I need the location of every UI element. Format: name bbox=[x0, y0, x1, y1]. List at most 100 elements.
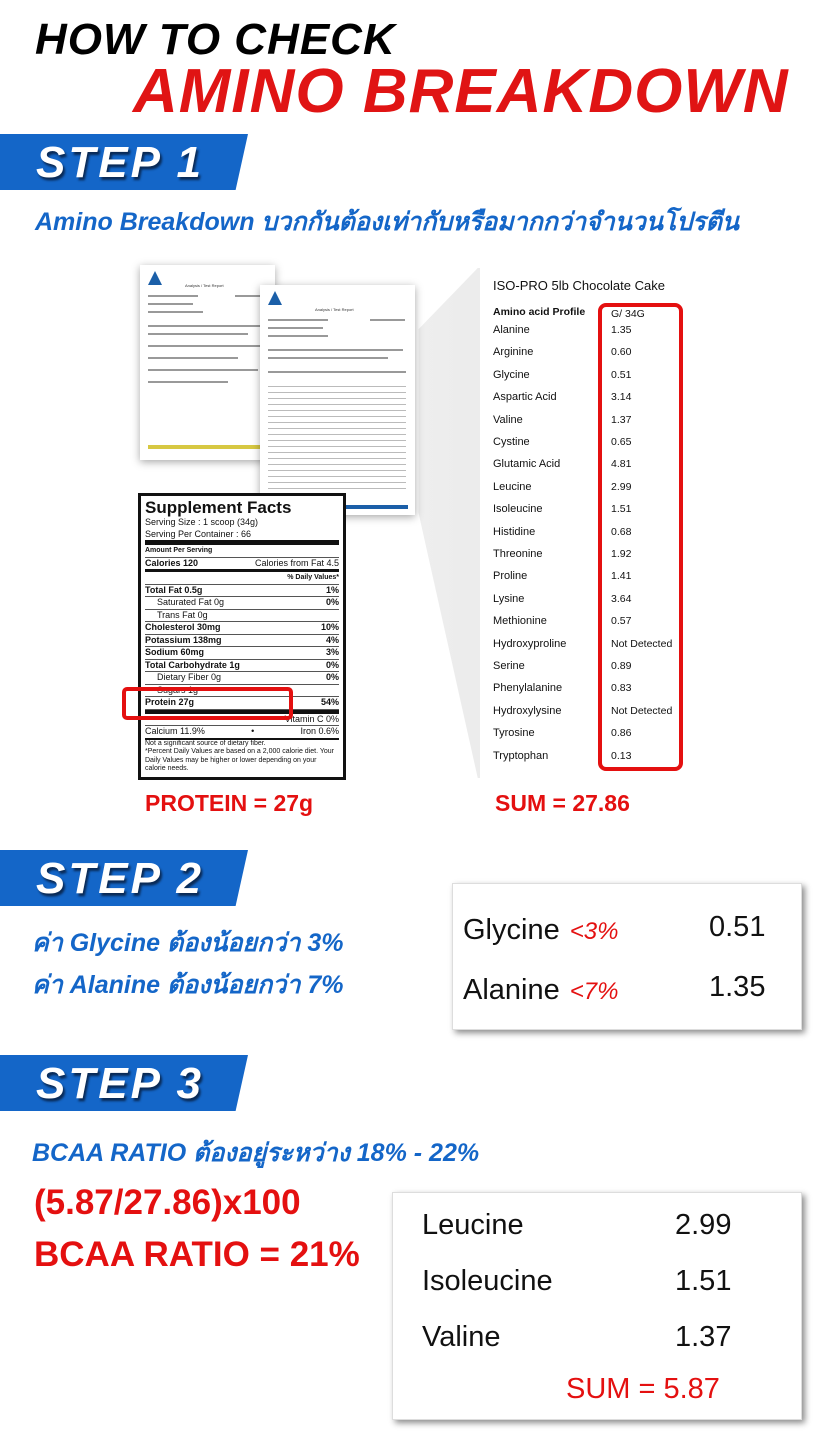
amino-value: 0.83 bbox=[611, 682, 632, 695]
sf-dv-header: % Daily Values* bbox=[145, 572, 339, 585]
amino-value: 3.14 bbox=[611, 391, 632, 404]
sf-row: Sodium 60mg 3% bbox=[145, 647, 339, 660]
amino-name: Glutamic Acid bbox=[493, 458, 561, 471]
sf-row-label: Dietary Fiber 0g bbox=[157, 672, 222, 682]
step2-name: Glycine bbox=[463, 914, 560, 946]
amino-value: 0.51 bbox=[611, 368, 632, 381]
amino-value: Not Detected bbox=[611, 637, 673, 650]
step3-banner: STEP 3 bbox=[0, 1055, 248, 1111]
sf-row-label: Sodium 60mg bbox=[145, 647, 205, 657]
sf-row-label: Protein 27g bbox=[145, 697, 195, 707]
sf-vitamin-c: Vitamin C 0% bbox=[284, 713, 339, 724]
amino-name: Cystine bbox=[493, 436, 530, 448]
sf-row: Saturated Fat 0g 0% bbox=[145, 597, 339, 610]
sf-row: Dietary Fiber 0g 0% bbox=[145, 672, 339, 685]
sf-row: Cholesterol 30mg 10% bbox=[145, 622, 339, 635]
amino-acid-table: ISO-PRO 5lb Chocolate Cake Amino acid Pr… bbox=[480, 268, 695, 778]
amino-value: 1.92 bbox=[611, 548, 632, 560]
sf-row-dv: 1% bbox=[325, 584, 339, 595]
bcaa-name: Valine bbox=[422, 1321, 501, 1353]
step2-limit: <7% bbox=[569, 978, 619, 1005]
amino-value: 0.86 bbox=[611, 727, 632, 740]
amino-value: Not Detected bbox=[611, 704, 673, 717]
amino-name: Lysine bbox=[493, 592, 525, 605]
step3-label: STEP 3 bbox=[36, 1059, 204, 1108]
amino-value: 0.89 bbox=[611, 660, 632, 672]
bcaa-name: Isoleucine bbox=[422, 1265, 553, 1297]
bcaa-name: Leucine bbox=[422, 1209, 524, 1241]
amino-name: Hydroxylysine bbox=[493, 704, 562, 717]
bcaa-formula: (5.87/27.86)x100 bbox=[34, 1183, 301, 1222]
amino-name: Histidine bbox=[493, 525, 536, 538]
amino-header-name: Amino acid Profile bbox=[493, 306, 586, 318]
test-report-page-2: Analysis / Test Report bbox=[260, 285, 415, 515]
amino-value: 0.68 bbox=[611, 525, 632, 538]
amino-name: Glycine bbox=[493, 368, 530, 381]
sf-iron: Iron 0.6% bbox=[300, 726, 339, 736]
protein-highlight bbox=[122, 687, 293, 720]
sf-row: Total Carbohydrate 1g 0% bbox=[145, 659, 339, 672]
title-line-1: HOW TO CHECK bbox=[35, 15, 396, 64]
sf-bullet: • bbox=[251, 726, 255, 736]
amino-values-highlight bbox=[598, 303, 683, 771]
amino-name: Aspartic Acid bbox=[493, 391, 557, 404]
sf-row-dv: 10% bbox=[320, 622, 339, 632]
amino-name: Phenylalanine bbox=[493, 682, 563, 695]
step1-label: STEP 1 bbox=[36, 138, 204, 187]
amino-name: Hydroxyproline bbox=[493, 637, 567, 650]
sf-row-label: Cholesterol 30mg bbox=[145, 622, 221, 632]
step2-card: Glycine <3% 0.51 Alanine <7% 1.35 bbox=[452, 883, 802, 1030]
sf-row-label: Potassium 138mg bbox=[145, 634, 222, 645]
bcaa-result: BCAA RATIO = 21% bbox=[34, 1235, 360, 1274]
step2-amino-name: Glycine <3% bbox=[463, 914, 618, 947]
amino-name: Threonine bbox=[493, 548, 543, 560]
amino-value: 0.13 bbox=[611, 749, 632, 762]
amino-value: 0.60 bbox=[611, 346, 632, 359]
step3-rule: BCAA RATIO ต้องอยู่ระหว่าง 18% - 22% bbox=[32, 1139, 480, 1167]
product-name: ISO-PRO 5lb Chocolate Cake bbox=[493, 278, 665, 293]
lab-logo-icon bbox=[268, 291, 282, 305]
sf-footnote-1: Not a significant source of dietary fibe… bbox=[145, 739, 266, 747]
sf-row-dv: 54% bbox=[320, 697, 339, 707]
amino-value: 1.51 bbox=[611, 503, 632, 516]
sf-title: Supplement Facts bbox=[145, 498, 292, 517]
sf-row-label: Trans Fat 0g bbox=[157, 609, 208, 620]
amino-value: 0.57 bbox=[611, 615, 632, 628]
sf-row: Protein 27g 54% bbox=[145, 697, 339, 710]
amino-value: 2.99 bbox=[611, 480, 632, 493]
step3-card: Leucine 2.99 Isoleucine 1.51 Valine 1.37 SUM … bbox=[392, 1192, 802, 1420]
sf-row-dv: 0% bbox=[325, 672, 339, 682]
step2-rule-1: ค่า Glycine ต้องน้อยกว่า 3% bbox=[32, 929, 344, 957]
amino-name: Arginine bbox=[493, 346, 534, 359]
lab-logo-icon bbox=[148, 271, 162, 285]
step2-value: 0.51 bbox=[709, 911, 766, 943]
sf-row-label: Total Fat 0.5g bbox=[145, 584, 203, 595]
sf-row: Total Fat 0.5g 1% bbox=[145, 584, 339, 597]
amino-name: Serine bbox=[493, 660, 525, 672]
step1-subtitle: Amino Breakdown บวกกันต้องเท่ากับหรือมาก… bbox=[35, 208, 739, 236]
step2-banner: STEP 2 bbox=[0, 850, 248, 906]
sf-calories: Calories 120 bbox=[145, 557, 199, 568]
sf-row-dv: 3% bbox=[325, 647, 339, 657]
step1-banner: STEP 1 bbox=[0, 134, 248, 190]
sf-calcium: Calcium 11.9% bbox=[145, 726, 205, 736]
amino-name: Valine bbox=[493, 413, 523, 426]
sf-amount-per-serving: Amount Per Serving bbox=[145, 545, 339, 558]
step2-limit: <3% bbox=[569, 918, 619, 945]
sf-row-dv: 0% bbox=[325, 659, 339, 670]
supplement-facts-label: Supplement Facts Serving Size : 1 scoop … bbox=[138, 493, 346, 780]
step2-name: Alanine bbox=[463, 974, 560, 1006]
sf-row-dv: 4% bbox=[325, 634, 339, 645]
amino-value: 1.35 bbox=[611, 324, 632, 336]
title-line-2: AMINO BREAKDOWN bbox=[133, 57, 789, 126]
amino-name: Tryptophan bbox=[493, 749, 549, 762]
amino-value: 1.41 bbox=[611, 570, 632, 583]
amino-name: Methionine bbox=[493, 615, 547, 628]
sf-footnote-2: *Percent Daily Values are based on a 2,0… bbox=[145, 748, 334, 772]
bcaa-value: 1.37 bbox=[675, 1321, 732, 1353]
sf-serving-size: Serving Size : 1 scoop (34g) bbox=[145, 517, 259, 527]
step2-value: 1.35 bbox=[709, 971, 766, 1003]
amino-name: Alanine bbox=[493, 324, 530, 336]
bcaa-sum: SUM = 5.87 bbox=[566, 1373, 720, 1405]
sf-row-label: Saturated Fat 0g bbox=[157, 597, 225, 607]
